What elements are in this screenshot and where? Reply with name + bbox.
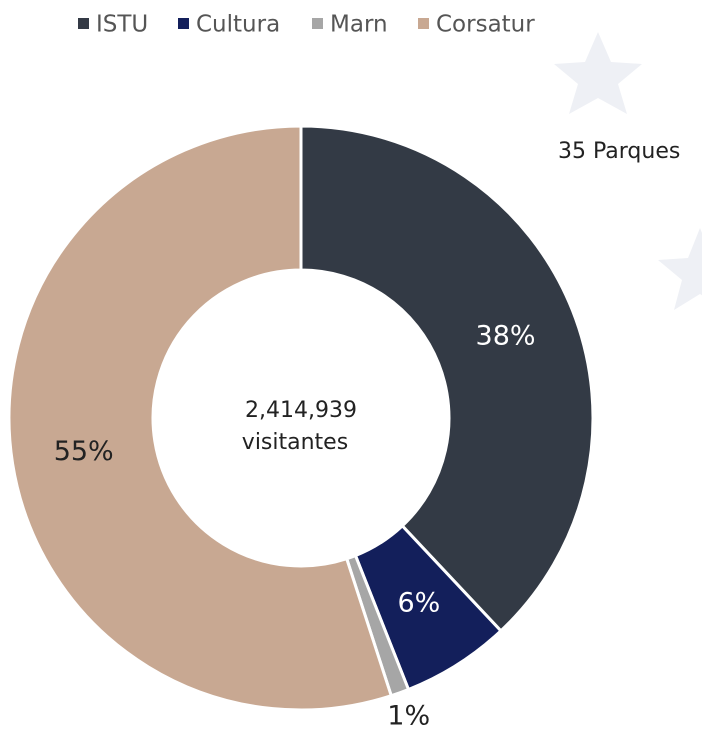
star-decoration bbox=[658, 228, 702, 310]
legend-label: Cultura bbox=[196, 12, 280, 38]
annotation: 35 Parques bbox=[558, 139, 680, 164]
data-label: 6% bbox=[397, 587, 440, 618]
data-label: 55% bbox=[54, 436, 114, 467]
center-text: visitantes bbox=[242, 430, 348, 455]
legend-swatch bbox=[312, 18, 323, 29]
center-text: 2,414,939 bbox=[245, 398, 357, 423]
legend-label: Marn bbox=[330, 12, 388, 38]
legend-swatch bbox=[418, 18, 429, 29]
legend-swatch bbox=[178, 18, 189, 29]
data-label: 1% bbox=[387, 701, 430, 732]
legend-label: Corsatur bbox=[436, 12, 535, 38]
legend-swatch bbox=[78, 18, 89, 29]
donut-segment bbox=[299, 124, 595, 633]
data-label: 38% bbox=[476, 321, 536, 352]
legend-label: ISTU bbox=[96, 12, 148, 38]
star-decoration bbox=[554, 32, 642, 114]
donut-segment bbox=[7, 124, 394, 712]
